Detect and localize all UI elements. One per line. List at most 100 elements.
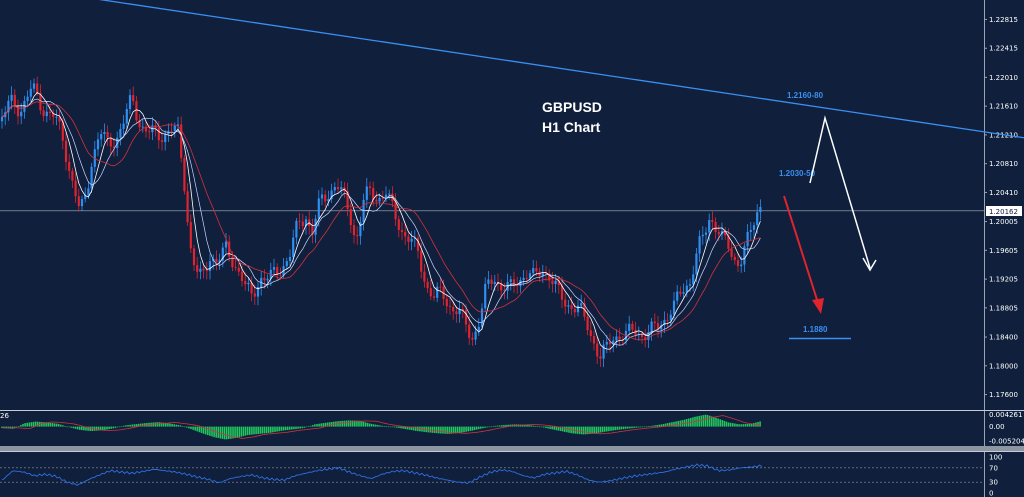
oscillator-1-bar	[370, 423, 373, 427]
candle-up	[365, 186, 368, 200]
oscillator-1-bar	[442, 426, 444, 434]
oscillator-1-bar	[22, 423, 24, 427]
oscillator-1-bar	[326, 422, 329, 427]
oscillator-1-bar	[377, 425, 379, 427]
candle-up	[628, 323, 631, 331]
candle-down	[186, 191, 189, 223]
oscillator-1-bar	[301, 426, 304, 429]
oscillator-1-bar	[459, 426, 461, 433]
candle-up	[436, 286, 439, 298]
oscillator-1-bar	[251, 426, 253, 435]
oscillator-2-tick-label: 100	[989, 454, 1002, 462]
candle-down	[442, 286, 445, 299]
oscillator-1-bar	[732, 423, 734, 427]
oscillator-1-bar	[328, 422, 331, 427]
oscillator-1-bar	[351, 420, 354, 427]
oscillator-1-bar	[36, 421, 39, 427]
candle-down	[500, 283, 503, 291]
candle-down	[599, 356, 602, 359]
oscillator-1-bar	[727, 422, 730, 427]
candle-down	[372, 188, 375, 200]
oscillator-1-bar	[738, 424, 740, 427]
oscillator-1-bar	[20, 424, 22, 427]
oscillator-1-bar	[742, 424, 745, 427]
oscillator-1-bar	[482, 426, 484, 429]
resistance-trendline[interactable]	[0, 0, 1024, 139]
oscillator-1-bar	[568, 426, 570, 433]
oscillator-1-bar	[78, 426, 81, 430]
oscillator-1-bar	[547, 426, 549, 429]
oscillator-1-bar	[375, 424, 377, 427]
oscillator-1-bar	[412, 426, 415, 431]
oscillator-1-bar	[759, 421, 761, 427]
candle-up	[740, 264, 743, 267]
oscillator-1-bar	[160, 422, 163, 427]
oscillator-1-bar	[566, 426, 568, 433]
oscillator-1-bar	[675, 421, 677, 427]
candle-down	[573, 308, 576, 313]
candle-up	[487, 279, 490, 284]
price-tick-label: 1.20410	[989, 189, 1018, 197]
panel-splitter[interactable]	[0, 446, 1024, 451]
candle-up	[708, 220, 711, 233]
oscillator-1-bar	[1, 426, 3, 428]
candle-up	[554, 280, 557, 285]
oscillator-1-bar	[234, 426, 236, 439]
candle-down	[461, 309, 464, 310]
oscillator-1-bar	[347, 420, 350, 427]
candle-up	[314, 218, 317, 235]
oscillator-1-bar	[295, 426, 297, 429]
candle-up	[0, 117, 4, 122]
candle-up	[484, 283, 487, 309]
candle-up	[388, 193, 391, 195]
oscillator-1-bar	[639, 426, 642, 428]
oscillator-1-bar	[274, 426, 276, 432]
oscillator-1-bar	[524, 424, 526, 427]
white-projection-path	[809, 115, 871, 269]
oscillator-1-bar	[288, 426, 291, 430]
oscillator-1-bar	[641, 426, 644, 428]
price-tick-label: 1.22415	[989, 45, 1018, 53]
oscillator-1-bar	[387, 426, 390, 428]
oscillator-1-bar	[538, 426, 541, 428]
candle-up	[141, 126, 144, 128]
candle-down	[560, 285, 564, 300]
candle-up	[746, 231, 749, 247]
candle-down	[52, 112, 55, 117]
oscillator-1-bar	[85, 426, 87, 431]
candle-up	[45, 111, 48, 117]
oscillator-1-bar	[5, 426, 7, 429]
candle-up	[605, 341, 608, 345]
oscillator-1-bar	[503, 425, 505, 427]
candle-up	[743, 246, 746, 265]
candle-up	[541, 273, 544, 277]
oscillator-1-bar	[658, 424, 661, 427]
oscillator-1-bar	[713, 417, 715, 427]
candle-down	[439, 286, 442, 288]
candle-down	[36, 83, 39, 93]
candle-down	[279, 274, 282, 276]
oscillator-1-bar	[748, 423, 751, 427]
oscillator-1-bar	[41, 422, 43, 427]
candle-down	[727, 235, 730, 249]
oscillator-1-bar	[291, 426, 293, 430]
oscillator-1-bar	[45, 422, 47, 427]
oscillator-1-bar	[299, 426, 301, 429]
oscillator-1-bar	[293, 426, 295, 430]
oscillator-1-bar	[263, 426, 266, 434]
candle-up	[100, 133, 103, 140]
candle-down	[42, 110, 45, 117]
oscillator-1-bar	[543, 426, 545, 428]
oscillator-1-bar	[393, 426, 396, 428]
oscillator-1-bar	[309, 425, 312, 427]
candle-up	[128, 95, 132, 110]
oscillator-1-bar	[34, 421, 37, 427]
oscillator-1-bar	[498, 425, 501, 427]
candle-up	[612, 340, 615, 345]
candle-up	[384, 194, 388, 199]
oscillator-1-bar	[66, 426, 68, 428]
candle-down	[356, 235, 359, 237]
oscillator-1-bar	[255, 426, 257, 435]
oscillator-1-bar	[417, 426, 419, 432]
oscillator-1-bar	[312, 425, 314, 427]
